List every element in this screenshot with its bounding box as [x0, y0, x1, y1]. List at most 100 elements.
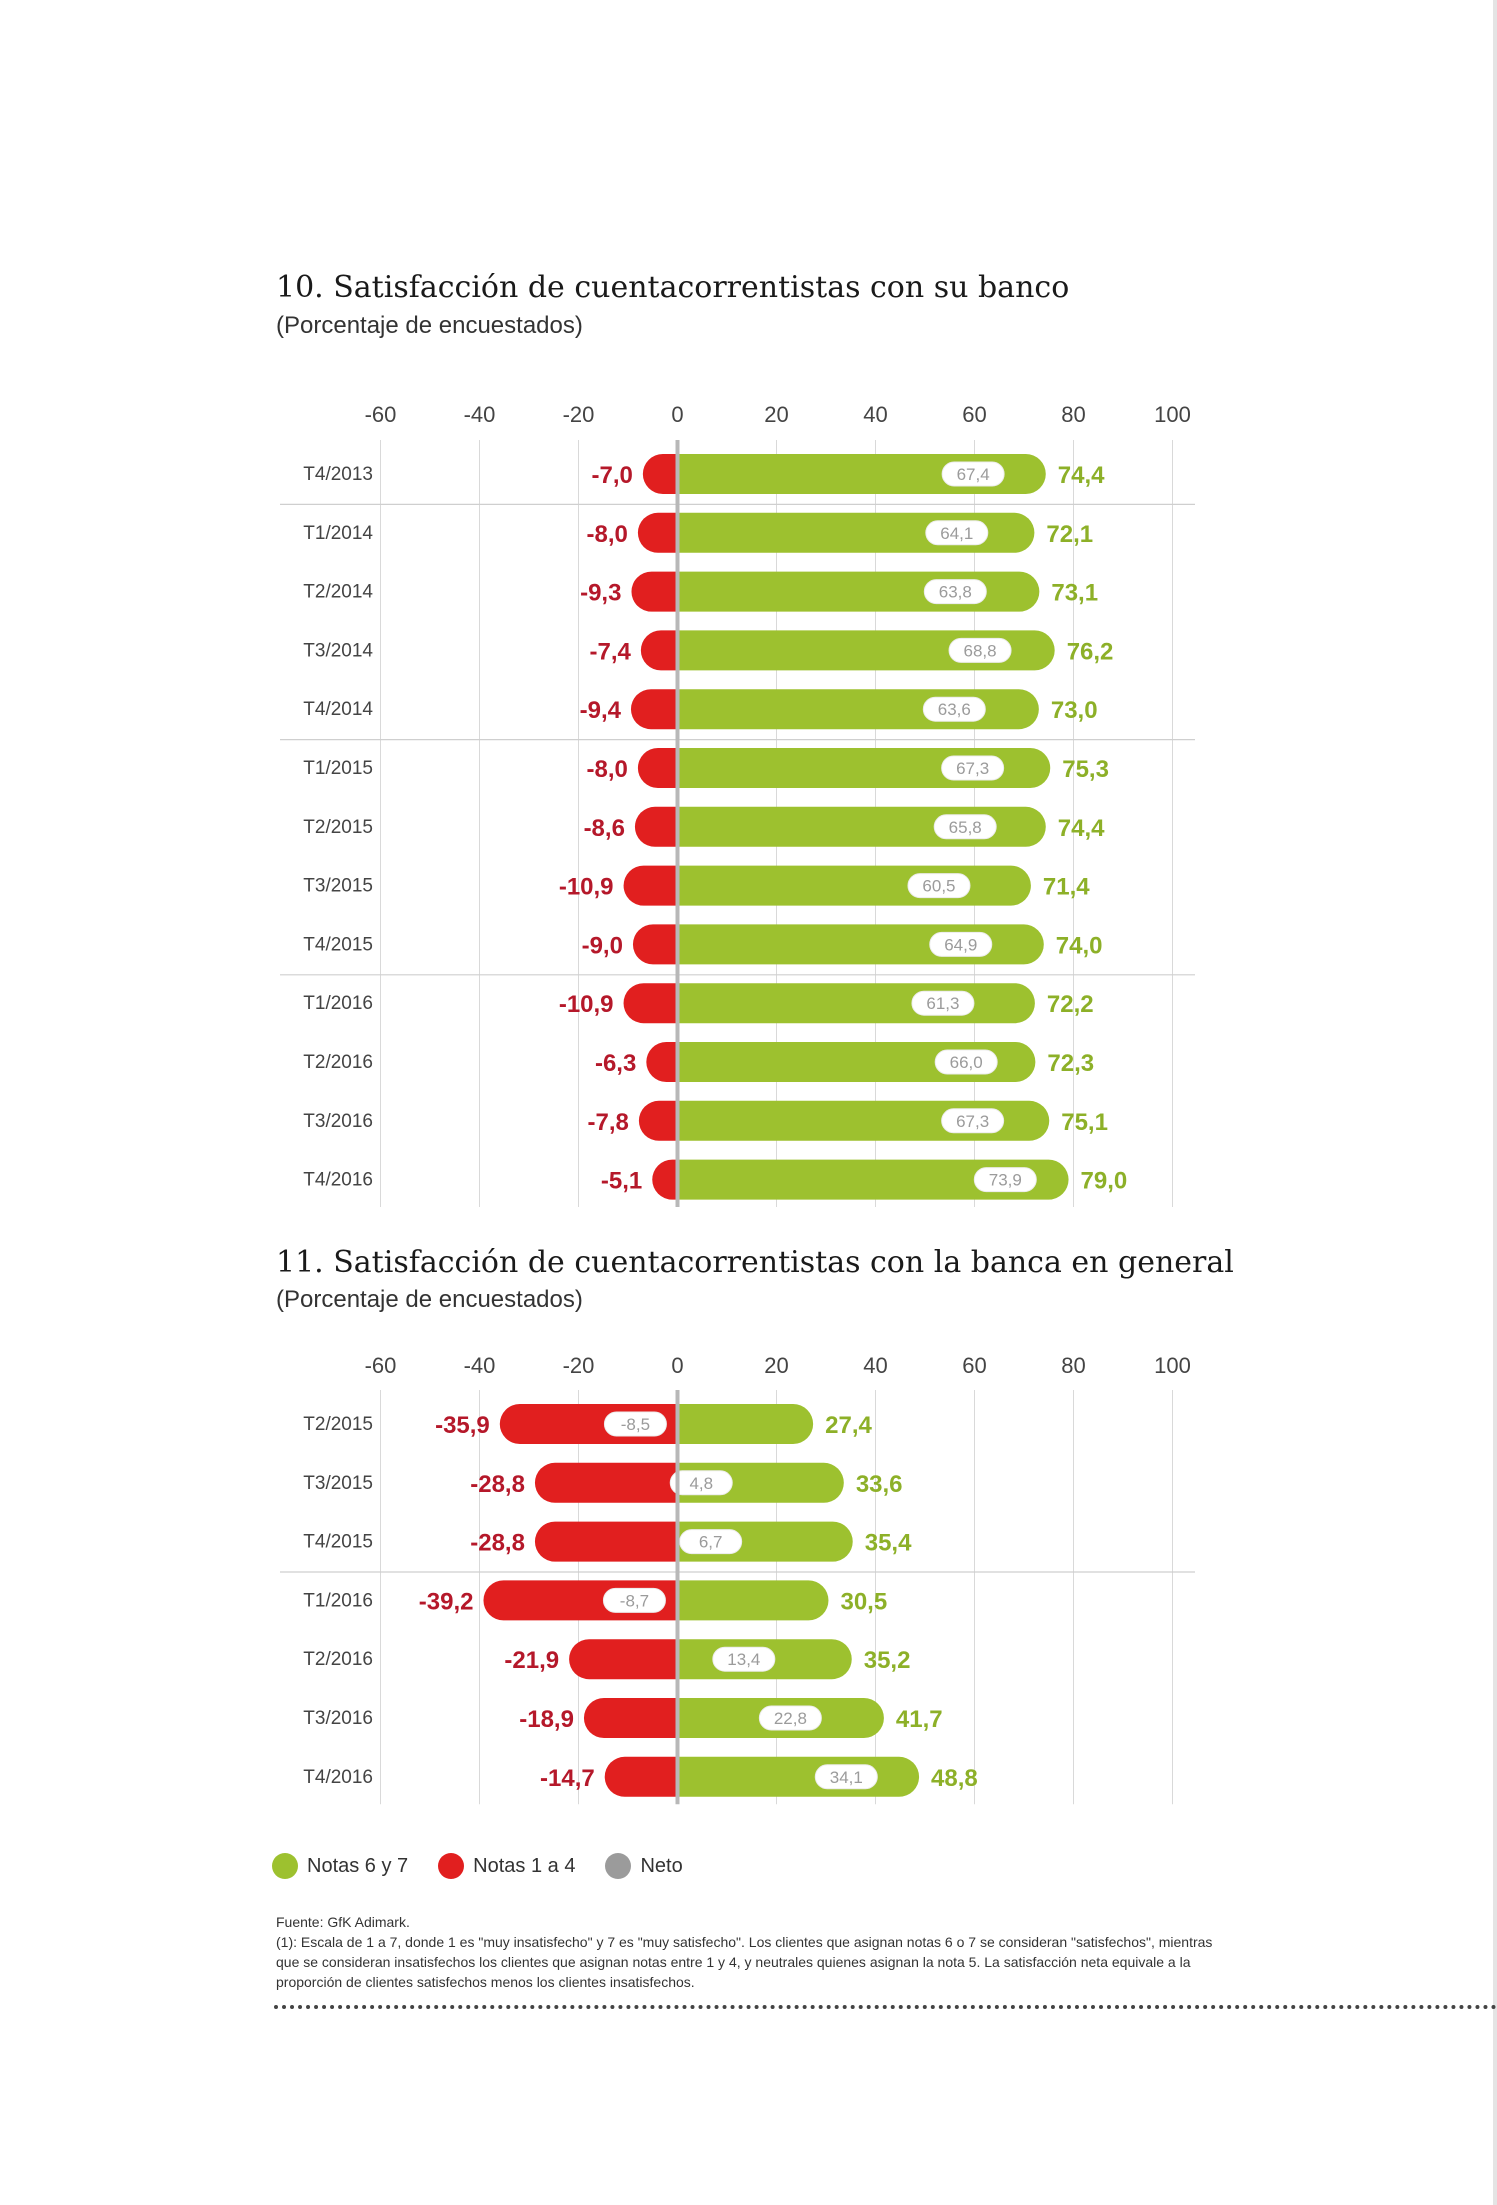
positive-value-label: 74,4	[1058, 815, 1105, 842]
legend-label-negative: Notas 1 a 4	[473, 1854, 576, 1877]
positive-bar	[677, 865, 1031, 906]
positive-value-label: 72,3	[1047, 1050, 1094, 1077]
negative-value-label: -14,7	[540, 1765, 595, 1792]
negative-bar	[638, 1100, 678, 1141]
x-tick-label: 80	[1061, 402, 1085, 427]
negative-bar	[652, 1159, 678, 1200]
negative-bar	[604, 1756, 678, 1797]
negative-value-label: -7,4	[590, 638, 632, 665]
chart1-subtitle: (Porcentaje de encuestados)	[276, 312, 583, 339]
chart1-title: 10. Satisfacción de cuentacorrentistas c…	[276, 270, 1070, 305]
negative-value-label: -8,0	[587, 521, 628, 548]
x-tick-label: -40	[464, 1353, 496, 1378]
net-pill	[929, 931, 993, 957]
negative-value-label: -10,9	[559, 991, 614, 1018]
negative-bar	[637, 512, 678, 553]
category-label: T3/2015	[303, 876, 373, 897]
positive-value-label: 74,4	[1058, 462, 1105, 489]
net-value-label: 66,0	[950, 1053, 983, 1072]
positive-value-label: 72,2	[1047, 991, 1094, 1018]
net-value-label: 65,8	[949, 818, 982, 837]
net-pill	[679, 1529, 743, 1555]
net-pill	[941, 755, 1005, 781]
net-pill	[712, 1646, 776, 1672]
net-pill	[911, 990, 975, 1016]
category-label: T3/2015	[303, 1473, 373, 1494]
negative-value-label: -28,8	[470, 1530, 525, 1557]
chart2-plot: -60 -40 -20 0 20 40 60 80 100 T2/2015 -35,9 27,4 -8,…	[280, 1353, 1195, 1805]
net-value-label: 61,3	[926, 994, 959, 1013]
category-label: T2/2016	[303, 1649, 373, 1670]
net-pill	[814, 1764, 878, 1790]
net-pill	[669, 1470, 733, 1496]
category-label: T4/2015	[303, 934, 373, 955]
positive-value-label: 35,2	[864, 1647, 911, 1674]
net-pill	[758, 1705, 822, 1731]
category-label: T4/2016	[303, 1767, 373, 1788]
negative-bar	[583, 1698, 678, 1738]
net-value-label: 67,3	[956, 759, 989, 778]
negative-value-label: -8,0	[587, 756, 628, 783]
positive-bar	[677, 1404, 814, 1444]
negative-value-label: -7,0	[591, 462, 632, 489]
legend-green-dot-icon	[272, 1853, 298, 1879]
negative-bar	[534, 1462, 678, 1503]
positive-value-label: 30,5	[840, 1588, 887, 1615]
legend-item-net: Neto	[605, 1853, 683, 1879]
category-label: T2/2015	[303, 817, 373, 838]
negative-value-label: -9,0	[582, 932, 623, 959]
negative-value-label: -8,6	[584, 815, 625, 842]
category-label: T1/2016	[303, 993, 373, 1014]
positive-value-label: 76,2	[1067, 638, 1114, 665]
x-tick-label: 0	[671, 402, 683, 427]
net-value-label: 6,7	[699, 1533, 723, 1552]
net-value-label: -8,5	[621, 1415, 650, 1434]
negative-value-label: -10,9	[559, 874, 614, 901]
negative-value-label: -28,8	[470, 1471, 525, 1498]
legend-item-negative: Notas 1 a 4	[438, 1853, 575, 1879]
x-tick-label: 20	[764, 1353, 788, 1378]
legend-gray-dot-icon	[605, 1853, 632, 1879]
negative-bar	[646, 1042, 678, 1082]
negative-bar	[630, 689, 678, 730]
negative-value-label: -18,9	[519, 1706, 574, 1733]
positive-value-label: 75,1	[1061, 1109, 1108, 1136]
net-value-label: 67,3	[956, 1112, 989, 1131]
net-value-label: 63,8	[939, 583, 972, 602]
negative-value-label: -35,9	[435, 1412, 490, 1439]
x-tick-label: 80	[1061, 1353, 1085, 1378]
negative-bar	[569, 1639, 678, 1680]
x-tick-label: 60	[962, 402, 986, 427]
negative-bar	[640, 630, 678, 671]
positive-bar	[677, 1580, 829, 1621]
net-pill	[603, 1411, 667, 1437]
positive-value-label: 48,8	[931, 1765, 978, 1792]
x-tick-label: 0	[671, 1353, 683, 1378]
category-label: T4/2015	[303, 1532, 373, 1553]
category-label: T2/2016	[303, 1052, 373, 1073]
page-edge	[1493, 0, 1497, 2205]
source-note: Fuente: GfK Adimark.	[276, 1914, 410, 1930]
category-label: T1/2014	[303, 523, 373, 544]
net-value-label: 64,9	[944, 935, 977, 954]
net-value-label: 73,9	[989, 1171, 1022, 1190]
chart2-title: 11. Satisfacción de cuentacorrentistas c…	[276, 1245, 1234, 1280]
positive-value-label: 75,3	[1062, 756, 1109, 783]
positive-value-label: 35,4	[865, 1530, 912, 1557]
negative-value-label: -9,3	[580, 580, 621, 607]
category-label: T4/2014	[303, 699, 373, 720]
x-tick-label: 100	[1154, 1353, 1191, 1378]
x-tick-label: -20	[563, 402, 595, 427]
legend: Notas 6 y 7 Notas 1 a 4 Neto	[272, 1853, 683, 1879]
positive-bar	[677, 1159, 1069, 1200]
positive-value-label: 41,7	[896, 1706, 943, 1733]
legend-item-positive: Notas 6 y 7	[272, 1853, 408, 1879]
net-pill	[925, 520, 989, 546]
net-pill	[907, 873, 971, 899]
positive-value-label: 72,1	[1046, 521, 1093, 548]
negative-value-label: -39,2	[419, 1588, 474, 1615]
net-value-label: 34,1	[830, 1768, 863, 1787]
net-value-label: -8,7	[620, 1591, 649, 1610]
category-label: T3/2014	[303, 640, 373, 661]
x-tick-label: 100	[1154, 402, 1191, 427]
